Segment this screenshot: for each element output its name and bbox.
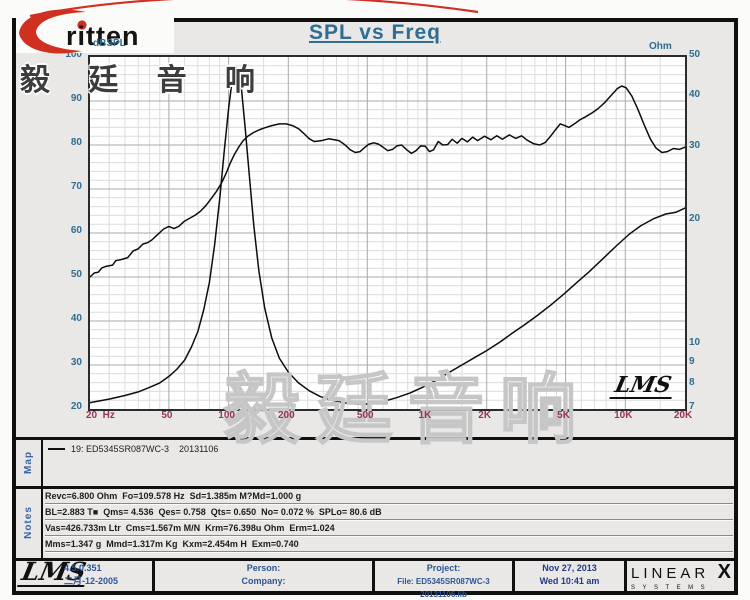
y-left-tick-label: 50 <box>70 269 82 280</box>
notes-section-label: Notes <box>23 505 35 539</box>
y-right-tick-label: 20 <box>689 213 701 225</box>
curve <box>90 85 685 278</box>
y-left-tick-label: 100 <box>65 49 82 60</box>
project-file-cell: Project: File: ED5345SR087WC-3 20131106.… <box>375 562 512 600</box>
y-right-tick-label: 30 <box>689 140 701 152</box>
x-tick-label: 1K <box>418 410 432 421</box>
y-right-tick-label: 50 <box>689 49 701 60</box>
footer-cell-divider-1 <box>152 561 155 591</box>
y-left-tick-label: 80 <box>70 137 82 148</box>
linearx-systems-text: SYSTEMS <box>631 585 713 591</box>
brand-cjk-text: 毅 廷 音 响 <box>20 64 271 97</box>
file-label: File: ED5345SR087WC-3 20131106.lib <box>397 577 490 599</box>
footer-cell-divider-4 <box>624 561 627 591</box>
map-section-label: Map <box>23 450 34 474</box>
y-right-tick-label: 7 <box>689 401 695 412</box>
notes-line-4: Mms=1.347 g Mmd=1.317m Kg Kxm=2.454m H E… <box>45 539 733 552</box>
person-company-cell: Person: Company: <box>155 562 372 588</box>
company-label: Company: <box>241 576 286 586</box>
notes-line-1: Revc=6.800 Ohm Fo=109.578 Hz Sd=1.385m M… <box>45 491 733 504</box>
y-left-tick-label: 30 <box>70 357 82 368</box>
app-version-block: 4.5.0.351 二月-12-2005 <box>64 562 118 588</box>
footer-cell-divider-3 <box>512 561 515 591</box>
lms-inplot-logo: LMS <box>609 372 677 399</box>
y-right-tick-label: 40 <box>689 88 701 100</box>
map-section-divider <box>16 437 734 440</box>
x-tick-label: 50 <box>161 410 173 421</box>
curve <box>90 66 685 405</box>
project-label: Project: <box>426 563 461 573</box>
notes-line-3: Vas=426.733m Ltr Cms=1.567m M/N Krm=76.3… <box>45 523 733 536</box>
x-tick-label: 100 <box>218 410 235 421</box>
app-version: 4.5.0.351 <box>64 563 102 573</box>
linearx-wordmark: LINEAR X <box>631 561 731 583</box>
legend-line-sample <box>48 448 65 450</box>
y-left-tick-label: 20 <box>70 401 82 412</box>
y-left-tick-label: 60 <box>70 225 82 236</box>
app-version-date: 二月-12-2005 <box>64 576 119 586</box>
x-tick-label: 20 Hz <box>86 410 115 421</box>
y-right-tick-label: 9 <box>689 356 695 367</box>
person-label: Person: <box>246 563 281 573</box>
x-tick-label: 200 <box>277 410 295 421</box>
footer-cell-divider-2 <box>372 561 375 591</box>
y-left-tick-label: 70 <box>70 181 82 192</box>
report-date: Nov 27, 2013 <box>542 563 597 573</box>
datetime-cell: Nov 27, 2013 Wed 10:41 am <box>515 562 624 588</box>
x-tick-label: 20K <box>673 410 693 421</box>
x-tick-label: 500 <box>356 410 374 421</box>
legend-row: 19: ED5345SR087WC-3 20131106 <box>48 444 218 454</box>
x-tick-label: 10K <box>614 410 633 421</box>
footer-divider <box>16 558 734 561</box>
y-right-axis-unit: Ohm <box>649 41 672 52</box>
plot-canvas <box>90 57 685 409</box>
y-right-tick-label: 8 <box>689 377 695 389</box>
y-left-tick-label: 90 <box>70 93 82 104</box>
x-tick-label: 2K <box>478 410 492 421</box>
spl-vs-freq-plot <box>88 55 687 411</box>
notes-line-2: BL=2.883 T■ Qms= 4.536 Qes= 0.758 Qts= 0… <box>45 507 733 520</box>
page-title: SPL vs Freq <box>309 21 441 44</box>
legend-text: 19: ED5345SR087WC-3 20131106 <box>71 444 219 454</box>
notes-section-divider <box>16 486 734 489</box>
sidebar-divider <box>41 437 43 558</box>
y-left-axis-unit: dBSPL <box>93 38 126 49</box>
y-left-tick-label: 40 <box>70 313 82 324</box>
linearx-logo: LINEAR X SYSTEMS <box>631 561 731 591</box>
y-right-tick-label: 10 <box>689 337 701 349</box>
report-time: Wed 10:41 am <box>539 576 600 586</box>
red-arc <box>29 0 479 18</box>
x-tick-label: 5K <box>557 410 570 421</box>
